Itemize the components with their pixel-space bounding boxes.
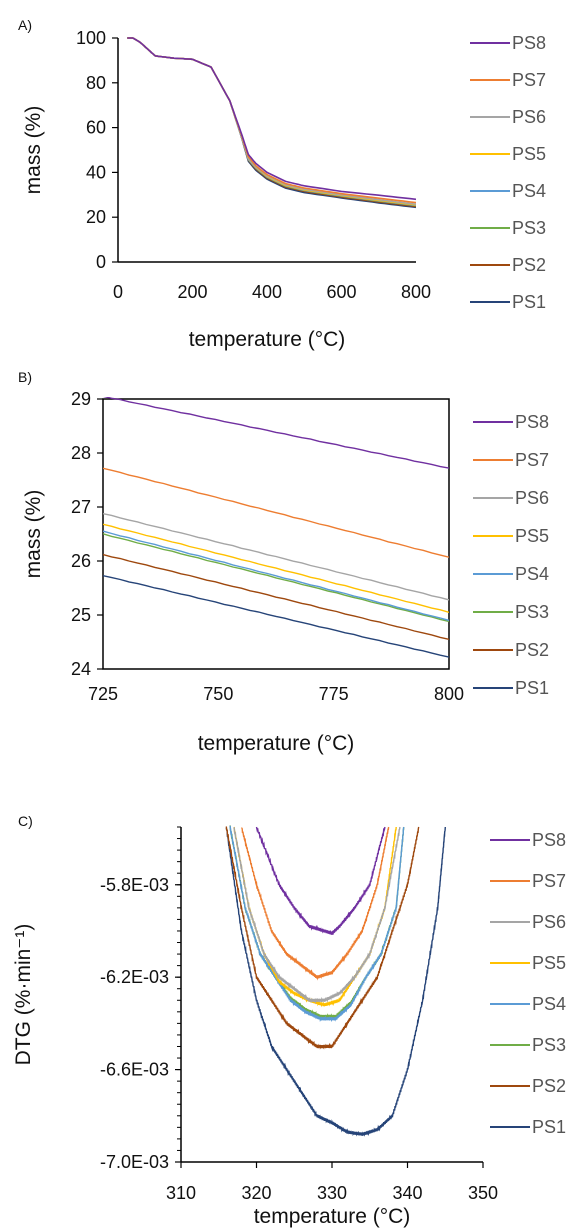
legend-label-ps5: PS5: [512, 144, 546, 164]
series-line-ps1: [225, 826, 446, 1137]
legend-label-ps7: PS7: [532, 871, 566, 891]
legend: PS8 PS7 PS6 PS5 PS4 PS3 PS2 PS1: [490, 830, 566, 1137]
x-tick-label: 600: [326, 282, 356, 302]
legend-label-ps3: PS3: [532, 1035, 566, 1055]
legend-label-ps1: PS1: [515, 678, 549, 698]
x-tick-label: 800: [434, 684, 464, 704]
legend-label-ps7: PS7: [515, 450, 549, 470]
series-line-ps1: [127, 37, 416, 209]
x-axis-label: temperature (°C): [189, 328, 346, 351]
legend-label-ps3: PS3: [512, 218, 546, 238]
legend-label-ps7: PS7: [512, 70, 546, 90]
chart-panel-c: C) -5.8E-03 -6.2E-03 -6.6E-03 -7.0E-03 310 320…: [12, 813, 566, 1228]
x-tick-label: 0: [113, 282, 123, 302]
y-tick-label: 28: [71, 443, 91, 463]
y-tick-label: 20: [86, 207, 106, 227]
legend-label-ps6: PS6: [515, 488, 549, 508]
legend-label-ps2: PS2: [515, 640, 549, 660]
y-tick-label: -7.0E-03: [100, 1152, 169, 1172]
series-line-ps7: [103, 467, 449, 558]
y-tick-label: -6.2E-03: [100, 967, 169, 987]
series-line-ps5: [103, 523, 449, 613]
x-tick-label: 200: [177, 282, 207, 302]
x-axis-label: temperature (°C): [254, 1205, 411, 1228]
x-tick-label: 350: [468, 1183, 498, 1203]
legend-label-ps1: PS1: [532, 1117, 566, 1137]
y-axis-label: mass (%): [22, 490, 45, 579]
legend-label-ps4: PS4: [532, 994, 566, 1014]
series-line-ps2: [225, 826, 420, 1050]
y-tick-label: -6.6E-03: [100, 1060, 169, 1080]
series-line-ps4: [229, 825, 405, 1023]
legend-label-ps5: PS5: [532, 953, 566, 973]
series-line-ps8: [127, 37, 416, 201]
series-line-ps3: [103, 533, 449, 623]
series-line-ps7: [241, 826, 390, 981]
y-axis-label: mass (%): [22, 106, 45, 195]
y-tick-label: 0: [96, 252, 106, 272]
y-tick-label: 25: [71, 605, 91, 625]
series-line-ps8: [255, 826, 386, 936]
y-tick-label: 29: [71, 389, 91, 409]
x-tick-label: 775: [319, 684, 349, 704]
legend-label-ps8: PS8: [512, 33, 546, 53]
chart-panel-a: A) 0 20 40 60 80 100 0 200 400 600 800 temperature (…: [18, 17, 546, 351]
series-line-ps6: [103, 513, 449, 601]
series-line-ps1: [103, 575, 449, 658]
legend-label-ps4: PS4: [515, 564, 549, 584]
x-tick-label: 310: [166, 1183, 196, 1203]
series-line-ps2: [103, 553, 449, 640]
legend-label-ps4: PS4: [512, 181, 546, 201]
legend-label-ps5: PS5: [515, 526, 549, 546]
series-line-ps8: [103, 397, 449, 469]
x-tick-label: 320: [241, 1183, 271, 1203]
y-tick-label: 27: [71, 497, 91, 517]
legend-label-ps1: PS1: [512, 292, 546, 312]
x-tick-label: 330: [317, 1183, 347, 1203]
y-tick-label: 60: [86, 118, 106, 138]
panel-label: B): [18, 369, 32, 385]
legend-label-ps2: PS2: [532, 1076, 566, 1096]
y-tick-label: 100: [76, 28, 106, 48]
x-tick-label: 340: [392, 1183, 422, 1203]
legend-label-ps3: PS3: [515, 602, 549, 622]
panel-label: A): [18, 17, 32, 33]
y-tick-label: 26: [71, 551, 91, 571]
y-tick-label: -5.8E-03: [100, 875, 169, 895]
x-axis-label: temperature (°C): [198, 732, 355, 755]
legend-label-ps2: PS2: [512, 255, 546, 275]
plot-frame: [102, 398, 450, 670]
legend-label-ps6: PS6: [532, 912, 566, 932]
x-tick-label: 400: [252, 282, 282, 302]
y-tick-label: 24: [71, 659, 91, 679]
x-tick-label: 750: [203, 684, 233, 704]
x-tick-label: 800: [401, 282, 431, 302]
y-axis-label: DTG (%·min⁻¹): [12, 924, 35, 1066]
y-tick-label: 80: [86, 73, 106, 93]
legend: PS8 PS7 PS6 PS5 PS4 PS3 PS2 PS1: [470, 33, 546, 312]
series-line-ps6: [233, 826, 401, 1004]
legend-label-ps8: PS8: [532, 830, 566, 850]
legend: PS8 PS7 PS6 PS5 PS4 PS3 PS2 PS1: [473, 412, 549, 698]
y-tick-label: 40: [86, 162, 106, 182]
series-line-ps4: [103, 530, 449, 622]
chart-panel-b: B) 24 25 26 27 28 29 725 750 775 800 temperature (°…: [18, 369, 549, 755]
legend-label-ps8: PS8: [515, 412, 549, 432]
x-tick-label: 725: [88, 684, 118, 704]
legend-label-ps6: PS6: [512, 107, 546, 127]
panel-label: C): [18, 813, 33, 829]
